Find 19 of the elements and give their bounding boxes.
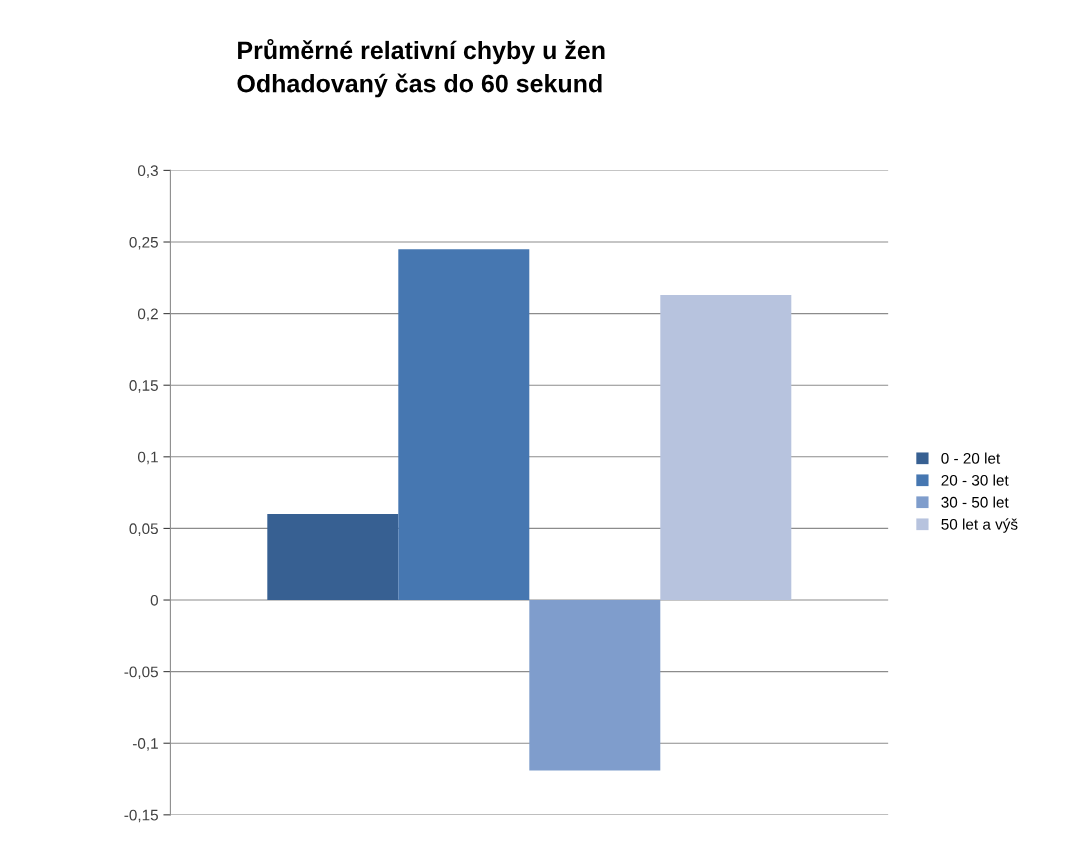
y-tick-label: 0,15 (129, 380, 158, 393)
legend-label: 30 - 50 let (941, 496, 1009, 508)
chart-title: Průměrné relativní chyby u žen Odhadovaný čas do 60 sekund (237, 38, 605, 98)
y-tick-label: 0,3 (137, 165, 158, 178)
y-tick-label: 0,1 (137, 451, 158, 465)
y-tick-label: -0,15 (124, 809, 158, 823)
bar (398, 249, 530, 601)
legend-label: 50 let a výš (941, 518, 1018, 533)
legend-label: 20 - 30 let (941, 474, 1009, 486)
y-tick-label: -0,1 (132, 738, 158, 751)
y-tick-label: 0 (150, 594, 158, 606)
y-tick-label: 0,05 (129, 523, 158, 536)
bar (660, 294, 792, 601)
y-tick-label: 0,2 (137, 308, 158, 322)
bar (529, 600, 661, 771)
legend-label: 0 - 20 let (941, 452, 1001, 464)
bar (267, 514, 399, 601)
y-tick-label: 0,25 (129, 236, 158, 250)
y-tick-label: -0,05 (124, 666, 158, 680)
